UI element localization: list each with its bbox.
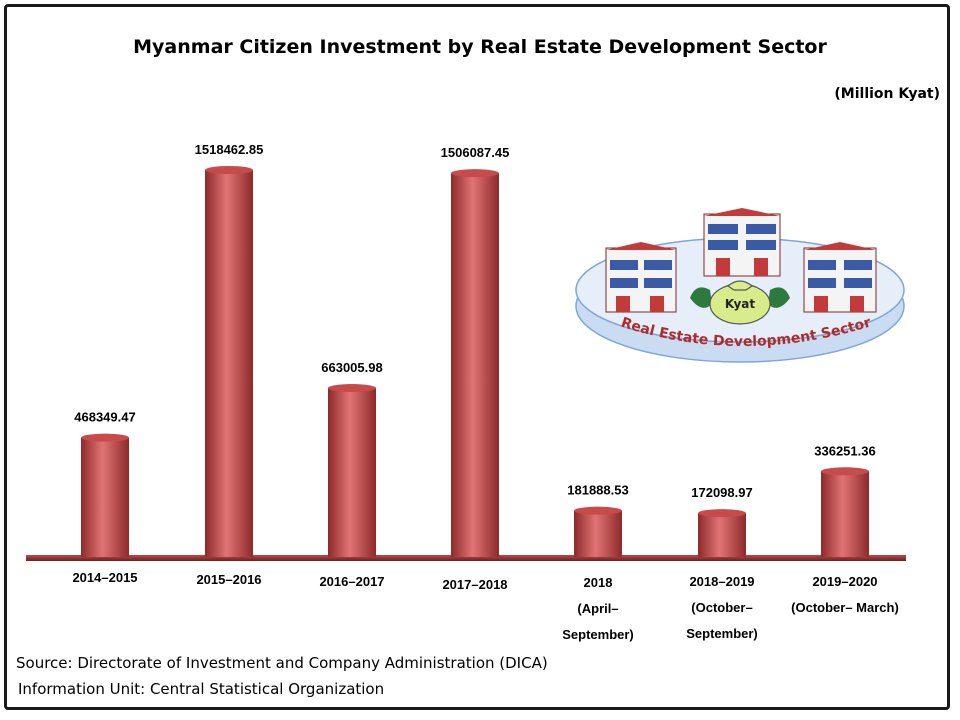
bar-cap: [328, 384, 376, 393]
x-tick-label: 2016–2017: [319, 574, 384, 589]
x-tick-label: 2018–2019: [689, 574, 754, 589]
x-tick-label: (October–: [691, 600, 752, 615]
bar-cap: [821, 467, 869, 476]
x-tick-label: (October– March): [791, 600, 899, 615]
bar-body: [821, 471, 869, 557]
x-axis-base: [26, 555, 906, 561]
bar: [81, 433, 129, 557]
x-tick-label: (April–: [577, 601, 618, 616]
unit-label: (Million Kyat): [834, 86, 940, 102]
bar-value-label: 468349.47: [74, 410, 135, 425]
bag-label: Kyat: [725, 297, 755, 311]
info-unit-note: Information Unit: Central Statistical Or…: [18, 680, 385, 698]
bar-value-label: 172098.97: [691, 485, 752, 500]
bar: [328, 384, 376, 557]
chart-title: Myanmar Citizen Investment by Real Estat…: [133, 36, 827, 58]
hand-icon: [690, 287, 790, 308]
money-bag-icon: Kyat: [709, 280, 771, 325]
bar-body: [205, 170, 253, 557]
x-tick-label: 2017–2018: [442, 577, 507, 592]
x-tick-label: 2014–2015: [72, 570, 137, 585]
bar: [698, 509, 746, 557]
bar-body: [328, 388, 376, 557]
bar-value-label: 181888.53: [567, 483, 628, 498]
building-icon: [803, 242, 877, 313]
bar-body: [698, 513, 746, 557]
bar-body: [81, 437, 129, 557]
bar: [821, 467, 869, 557]
x-tick-label: 2019–2020: [812, 574, 877, 589]
bar-value-label: 663005.98: [321, 360, 382, 375]
bar-value-label: 1506087.45: [441, 145, 510, 160]
bar-cap: [451, 169, 499, 178]
bar-body: [451, 173, 499, 557]
x-tick-label: September): [686, 626, 758, 641]
bar: [205, 166, 253, 557]
bar-body: [574, 510, 622, 557]
building-icon: [605, 242, 677, 313]
source-note: Source: Directorate of Investment and Co…: [16, 654, 548, 672]
x-tick-label: 2018: [584, 575, 613, 590]
bar-cap: [698, 509, 746, 518]
bar-cap: [81, 433, 129, 442]
bar: [574, 506, 622, 557]
x-tick-label: September): [562, 627, 634, 642]
bar-value-label: 1518462.85: [195, 142, 264, 157]
bar-cap: [574, 506, 622, 515]
real-estate-illustration: Kyat Real Estate Development Sector: [575, 208, 905, 363]
building-icon: [703, 208, 781, 277]
bar-value-label: 336251.36: [814, 443, 875, 458]
bar-cap: [205, 166, 253, 174]
x-tick-label: 2015–2016: [196, 572, 261, 587]
bar: [451, 169, 499, 557]
